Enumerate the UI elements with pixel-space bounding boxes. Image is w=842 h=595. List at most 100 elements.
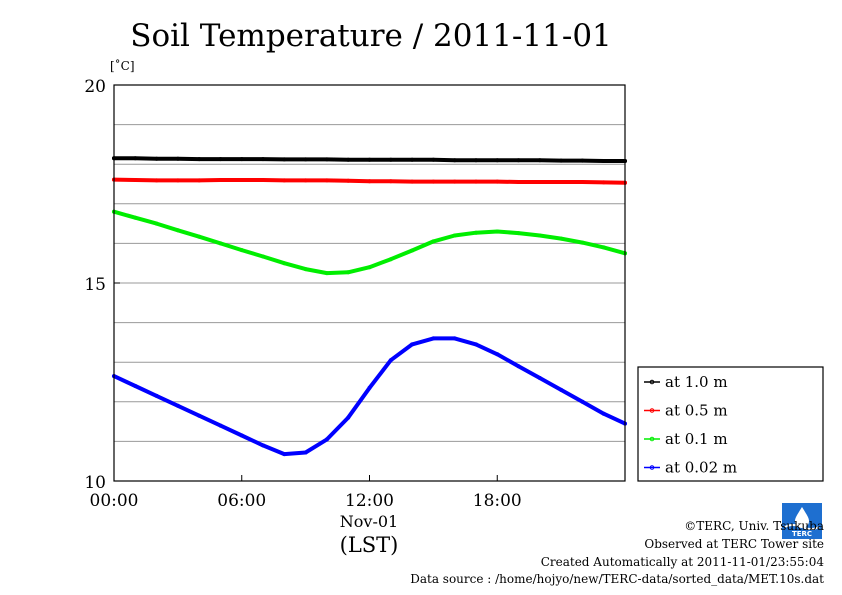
data-point — [388, 358, 393, 363]
data-point — [601, 180, 606, 185]
data-point — [473, 158, 478, 163]
data-point — [133, 383, 138, 388]
data-point — [303, 178, 308, 183]
credit-observed: Observed at TERC Tower site — [644, 537, 824, 551]
data-point — [197, 234, 202, 239]
data-point — [431, 179, 436, 184]
data-point — [516, 158, 521, 163]
data-point — [239, 248, 244, 253]
data-point — [559, 387, 564, 392]
credit-created: Created Automatically at 2011-11-01/23:5… — [540, 555, 824, 569]
data-point — [260, 177, 265, 182]
data-point — [367, 385, 372, 390]
data-point — [559, 158, 564, 163]
data-point — [580, 179, 585, 184]
data-point — [452, 158, 457, 163]
data-point — [260, 157, 265, 162]
data-point — [473, 230, 478, 235]
data-point — [324, 157, 329, 162]
data-point — [239, 433, 244, 438]
data-point — [601, 158, 606, 163]
data-point — [218, 177, 223, 182]
data-point — [537, 179, 542, 184]
data-point — [580, 158, 585, 163]
data-point — [495, 158, 500, 163]
y-tick-label: 15 — [84, 275, 106, 295]
data-point — [154, 156, 159, 161]
data-point — [154, 221, 159, 226]
data-point — [410, 179, 415, 184]
data-point — [580, 399, 585, 404]
data-point — [282, 452, 287, 457]
data-point — [303, 450, 308, 455]
legend-label-2: at 0.1 m — [665, 430, 728, 448]
data-point — [452, 336, 457, 341]
y-tick-label: 20 — [84, 77, 106, 97]
data-point — [410, 157, 415, 162]
x-tick-label: 00:00 — [90, 491, 139, 511]
data-point — [346, 178, 351, 183]
data-point — [495, 229, 500, 234]
data-point — [239, 157, 244, 162]
data-point — [431, 336, 436, 341]
data-point — [473, 179, 478, 184]
data-point — [410, 248, 415, 253]
data-point — [367, 265, 372, 270]
data-point — [367, 179, 372, 184]
data-point — [537, 158, 542, 163]
legend-marker-0 — [649, 379, 655, 385]
x-axis-label: (LST) — [340, 533, 399, 557]
data-point — [133, 215, 138, 220]
legend-marker-2 — [649, 436, 655, 442]
data-point — [175, 403, 180, 408]
data-point — [495, 179, 500, 184]
data-point — [601, 411, 606, 416]
logo-text: TERC — [792, 530, 812, 538]
x-tick-label: 06:00 — [217, 491, 266, 511]
data-point — [452, 233, 457, 238]
data-point — [516, 364, 521, 369]
data-point — [516, 179, 521, 184]
data-point — [601, 245, 606, 250]
data-point — [431, 157, 436, 162]
x-tick-label: 12:00 — [345, 491, 394, 511]
data-point — [154, 178, 159, 183]
chart-title: Soil Temperature / 2011-11-01 — [130, 18, 612, 54]
y-tick-label: 10 — [84, 473, 106, 493]
terc-logo: TERC — [782, 503, 822, 539]
data-point — [388, 157, 393, 162]
data-point — [282, 157, 287, 162]
legend-label-3: at 0.02 m — [665, 459, 737, 477]
data-point — [260, 254, 265, 259]
data-point — [197, 178, 202, 183]
series-line-2 — [112, 209, 627, 276]
series-line-0 — [112, 156, 627, 163]
data-point — [388, 257, 393, 262]
data-point — [346, 415, 351, 420]
data-point — [324, 271, 329, 276]
data-point — [388, 179, 393, 184]
plot-frame — [113, 84, 626, 482]
data-point — [197, 157, 202, 162]
data-point — [324, 437, 329, 442]
data-point — [346, 270, 351, 275]
legend-label-1: at 0.5 m — [665, 402, 728, 420]
data-point — [473, 342, 478, 347]
data-point — [303, 157, 308, 162]
data-point — [154, 393, 159, 398]
legend-label-0: at 1.0 m — [665, 373, 728, 391]
data-point — [537, 375, 542, 380]
x-date-label: Nov-01 — [340, 512, 398, 531]
data-point — [559, 179, 564, 184]
legend-box — [637, 366, 824, 482]
legend-marker-3 — [649, 465, 655, 470]
data-point — [452, 179, 457, 184]
data-point — [260, 443, 265, 448]
data-point — [537, 233, 542, 238]
data-point — [239, 177, 244, 182]
legend-marker-1 — [649, 408, 655, 413]
data-point — [410, 342, 415, 347]
data-point — [495, 352, 500, 357]
data-point — [303, 267, 308, 272]
